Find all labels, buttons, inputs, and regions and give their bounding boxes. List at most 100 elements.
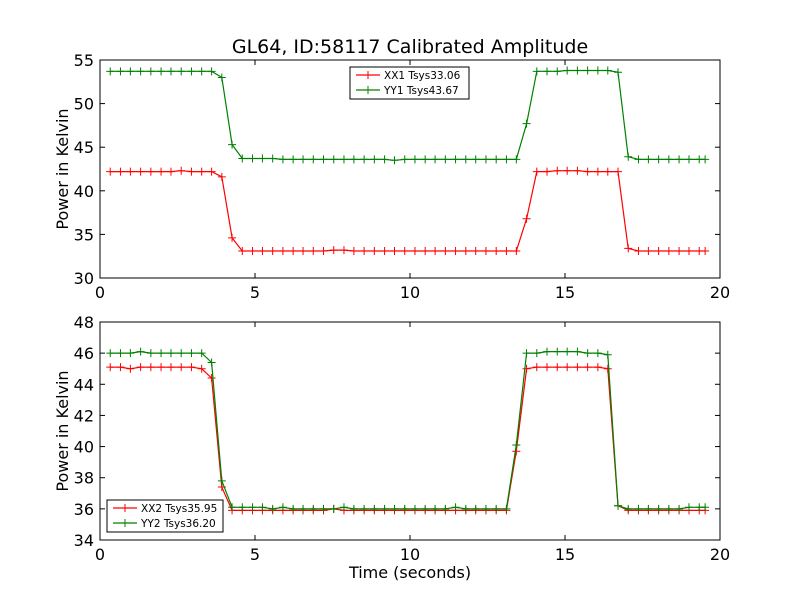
figure-title: GL64, ID:58117 Calibrated Amplitude [232, 36, 588, 58]
data-point [543, 363, 552, 372]
data-point [583, 167, 592, 176]
data-point [522, 364, 531, 373]
series-2 [106, 347, 710, 513]
data-point [268, 246, 277, 255]
data-point [512, 155, 521, 164]
data-point [177, 363, 186, 372]
series-1 [106, 363, 710, 515]
data-point [573, 347, 582, 356]
data-point [166, 67, 175, 76]
data-point [370, 155, 379, 164]
data-point [451, 155, 460, 164]
data-point [461, 504, 470, 513]
data-point [522, 349, 531, 358]
data-point [329, 246, 338, 255]
legend-label: XX2 Tsys35.95 [141, 503, 217, 515]
data-point [217, 476, 226, 485]
data-point [502, 155, 511, 164]
data-point [593, 66, 602, 75]
data-point [563, 66, 572, 75]
data-point [380, 155, 389, 164]
y-tick-label: 40 [74, 438, 94, 457]
data-point [106, 167, 115, 176]
data-point [390, 156, 399, 165]
data-point [299, 155, 308, 164]
data-point [380, 246, 389, 255]
data-point [461, 246, 470, 255]
data-point [481, 246, 490, 255]
data-point [116, 167, 125, 176]
data-point [492, 504, 501, 513]
data-point [603, 66, 612, 75]
legend-label: YY1 Tsys43.67 [383, 85, 459, 97]
data-point [126, 67, 135, 76]
data-point [583, 349, 592, 358]
data-point [593, 363, 602, 372]
y-tick-label: 55 [74, 51, 94, 70]
data-point [339, 155, 348, 164]
data-point [157, 349, 166, 358]
data-point [278, 155, 287, 164]
data-point [593, 167, 602, 176]
data-point [701, 246, 710, 255]
data-point [319, 246, 328, 255]
data-point [339, 246, 348, 255]
legend-frame [349, 66, 470, 100]
data-point [522, 214, 531, 223]
data-point [309, 155, 318, 164]
legend-marker [121, 504, 129, 512]
data-point [207, 374, 216, 383]
data-point [146, 363, 155, 372]
data-point [228, 233, 237, 242]
data-point [207, 358, 216, 367]
data-point [360, 504, 369, 513]
data-point [563, 347, 572, 356]
data-point [400, 155, 409, 164]
data-point [492, 155, 501, 164]
data-point [471, 504, 480, 513]
data-point [502, 504, 511, 513]
data-point [573, 363, 582, 372]
data-point [654, 246, 663, 255]
data-point [238, 154, 247, 163]
data-point [197, 167, 206, 176]
data-point [116, 363, 125, 372]
data-point [441, 155, 450, 164]
y-tick-label: 38 [74, 469, 94, 488]
data-point [217, 172, 226, 181]
data-point [573, 66, 582, 75]
data-point [289, 246, 298, 255]
top-axes: 0 5 10 15 20 30 35 40 45 50 55 Power in Kelvin XX1 T… [53, 51, 730, 302]
data-point [126, 349, 135, 358]
data-point [106, 349, 115, 358]
x-tick-label: 0 [95, 545, 105, 564]
data-point [116, 349, 125, 358]
data-point [441, 246, 450, 255]
data-point [319, 504, 328, 513]
y-tick-label: 48 [74, 313, 94, 332]
legend-marker [364, 86, 372, 94]
data-point [146, 349, 155, 358]
data-point [563, 363, 572, 372]
data-point [421, 504, 430, 513]
data-point [106, 67, 115, 76]
data-point [512, 246, 521, 255]
data-point [207, 67, 216, 76]
data-point [543, 167, 552, 176]
data-point [146, 167, 155, 176]
legend-marker [364, 71, 372, 79]
x-tick-label: 20 [710, 545, 730, 564]
data-point [136, 167, 145, 176]
data-point [421, 155, 430, 164]
data-point [329, 155, 338, 164]
data-point [187, 167, 196, 176]
data-point [238, 246, 247, 255]
x-tick-label: 15 [555, 283, 575, 302]
data-point [543, 67, 552, 76]
data-point [685, 503, 693, 512]
data-point [349, 155, 358, 164]
data-point [522, 119, 531, 128]
data-point [532, 363, 541, 372]
data-point [187, 67, 196, 76]
